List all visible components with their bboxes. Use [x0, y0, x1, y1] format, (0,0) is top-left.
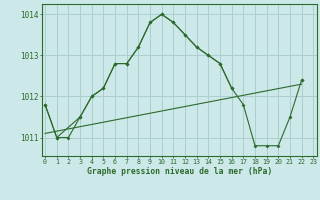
- X-axis label: Graphe pression niveau de la mer (hPa): Graphe pression niveau de la mer (hPa): [87, 167, 272, 176]
